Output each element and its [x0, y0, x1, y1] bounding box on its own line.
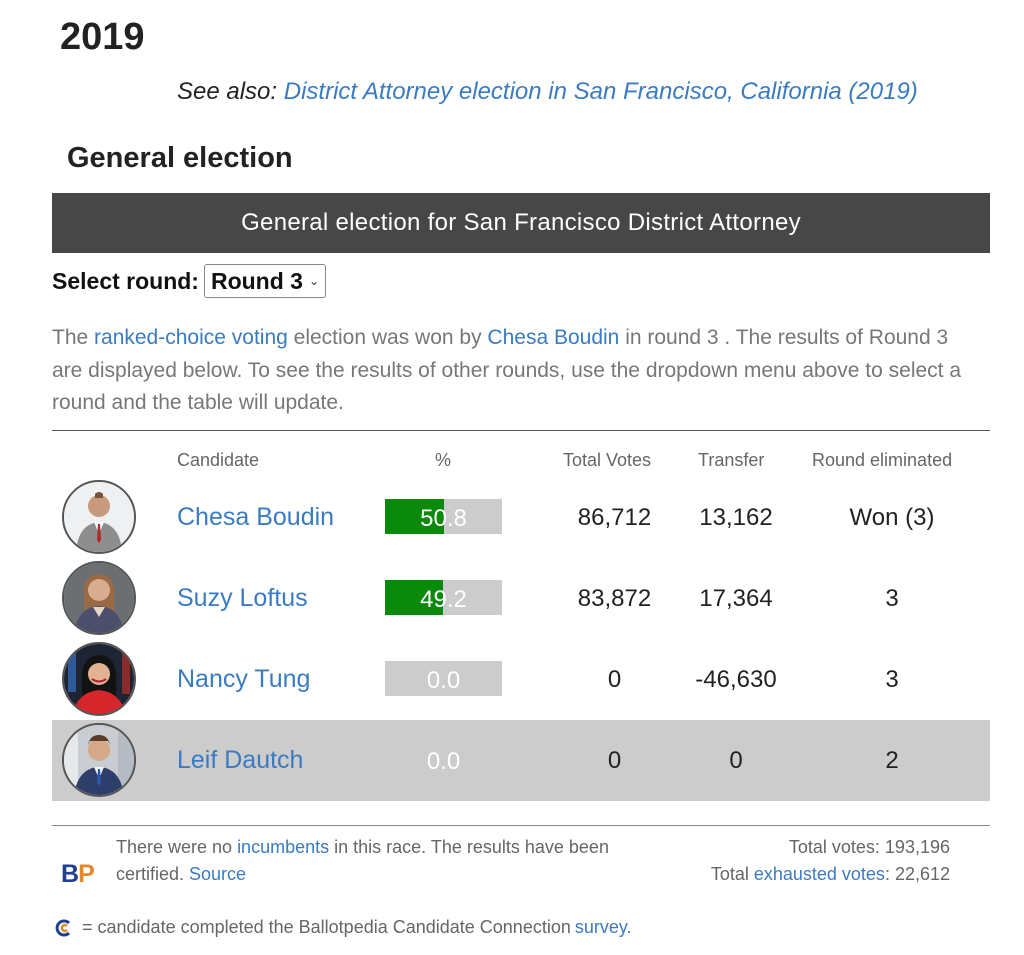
- round-eliminated: 3: [885, 666, 899, 693]
- percent-bar: 49.2: [385, 580, 502, 615]
- round-eliminated: Won (3): [849, 504, 935, 531]
- percent-value: 50.8: [420, 505, 467, 532]
- exhausted-votes-link[interactable]: exhausted votes: [753, 864, 885, 884]
- total-votes-summary: Total votes: 193,196: [788, 837, 950, 857]
- candidate-name-link[interactable]: Leif Dautch: [177, 746, 304, 774]
- exhausted-votes-value: : 22,612: [884, 864, 950, 884]
- percent-value: 0.0: [426, 667, 461, 694]
- percent-bar: 50.8: [385, 499, 502, 534]
- transfer-votes: 0: [729, 747, 743, 774]
- certification-note: There were no incumbents in this race. T…: [116, 834, 646, 888]
- percent-value: 0.0: [426, 748, 461, 775]
- summary-text: election was won by: [287, 326, 488, 349]
- table-row: Leif Dautch 0.0 0 0 2: [52, 720, 990, 801]
- summary-text: in round 3 . The results of Round 3 are …: [52, 326, 962, 414]
- vote-totals: Total votes: 193,196 Total exhausted vot…: [711, 834, 950, 888]
- summary-text: The: [52, 326, 95, 349]
- table-top-divider: [52, 430, 990, 431]
- race-title: General election for San Francisco Distr…: [241, 209, 801, 236]
- race-title-bar: General election for San Francisco Distr…: [52, 193, 990, 253]
- total-votes: 0: [607, 747, 622, 774]
- transfer-votes: 17,364: [699, 585, 773, 612]
- transfer-votes: 13,162: [699, 504, 773, 531]
- footer-text: There were no: [116, 837, 238, 857]
- table-row: Nancy Tung 0.0 0 -46,630 3: [52, 639, 990, 720]
- chevron-down-icon: ⌄: [308, 274, 320, 288]
- total-votes: 0: [607, 666, 622, 693]
- results-summary: The ranked-choice voting election was wo…: [52, 322, 982, 420]
- footer-text: in this race. The results have been cert…: [116, 837, 609, 884]
- winner-link[interactable]: Chesa Boudin: [487, 326, 620, 349]
- total-votes: 86,712: [577, 504, 652, 531]
- header-candidate: Candidate: [177, 450, 260, 470]
- logo-letter-b: B: [61, 860, 79, 888]
- see-also: See also: District Attorney election in …: [177, 78, 918, 106]
- header-percent: %: [435, 450, 452, 470]
- total-votes: 83,872: [577, 585, 652, 612]
- incumbents-link[interactable]: incumbents: [237, 837, 330, 857]
- percent-bar-fill: [385, 499, 445, 534]
- candidate-photo[interactable]: [62, 480, 136, 554]
- candidate-connection-icon: [55, 919, 71, 936]
- header-transfer: Transfer: [698, 450, 765, 470]
- footer-text: Total: [710, 864, 754, 884]
- percent-bar-fill: [385, 580, 443, 615]
- see-also-label: See also:: [177, 78, 278, 105]
- table-bottom-divider: [52, 825, 990, 826]
- section-title: General election: [67, 142, 293, 174]
- round-dropdown[interactable]: Round 3 ⌄: [203, 264, 327, 298]
- percent-bar: 0.0: [385, 742, 502, 777]
- table-row: Chesa Boudin 50.8 86,712 13,162 Won (3): [52, 477, 990, 558]
- ranked-choice-voting-link[interactable]: ranked-choice voting: [94, 326, 288, 349]
- percent-value: 49.2: [420, 586, 467, 613]
- round-selector: Select round: Round 3 ⌄: [52, 264, 327, 298]
- table-header: Candidate % Total Votes Transfer Round e…: [0, 450, 1024, 472]
- candidate-name-link[interactable]: Suzy Loftus: [177, 584, 308, 612]
- year-heading: 2019: [60, 16, 145, 58]
- round-eliminated: 2: [885, 747, 899, 774]
- candidate-photo[interactable]: [62, 642, 136, 716]
- header-round-eliminated: Round eliminated: [812, 450, 953, 470]
- exhausted-votes-line: Total exhausted votes: 22,612: [711, 861, 950, 888]
- candidate-photo[interactable]: [62, 561, 136, 635]
- logo-letter-p: P: [78, 860, 95, 888]
- candidate-name-link[interactable]: Nancy Tung: [177, 665, 311, 693]
- table-row: Suzy Loftus 49.2 83,872 17,364 3: [52, 558, 990, 639]
- candidate-connection-note: = candidate completed the Ballotpedia Ca…: [54, 917, 632, 938]
- survey-link[interactable]: survey.: [574, 917, 632, 937]
- percent-bar: 0.0: [385, 661, 502, 696]
- candidate-name-link[interactable]: Chesa Boudin: [177, 503, 335, 531]
- candidate-photo[interactable]: [62, 723, 136, 797]
- transfer-votes: -46,630: [695, 666, 777, 693]
- see-also-link[interactable]: District Attorney election in San Franci…: [283, 78, 918, 105]
- round-dropdown-value: Round 3: [210, 267, 303, 294]
- round-eliminated: 3: [885, 585, 899, 612]
- cc-note-text: = candidate completed the Ballotpedia Ca…: [82, 917, 571, 937]
- source-link[interactable]: Source: [189, 864, 247, 884]
- round-selector-label: Select round:: [52, 267, 199, 294]
- ballotpedia-logo: BP: [61, 860, 95, 889]
- header-total-votes: Total Votes: [563, 450, 652, 470]
